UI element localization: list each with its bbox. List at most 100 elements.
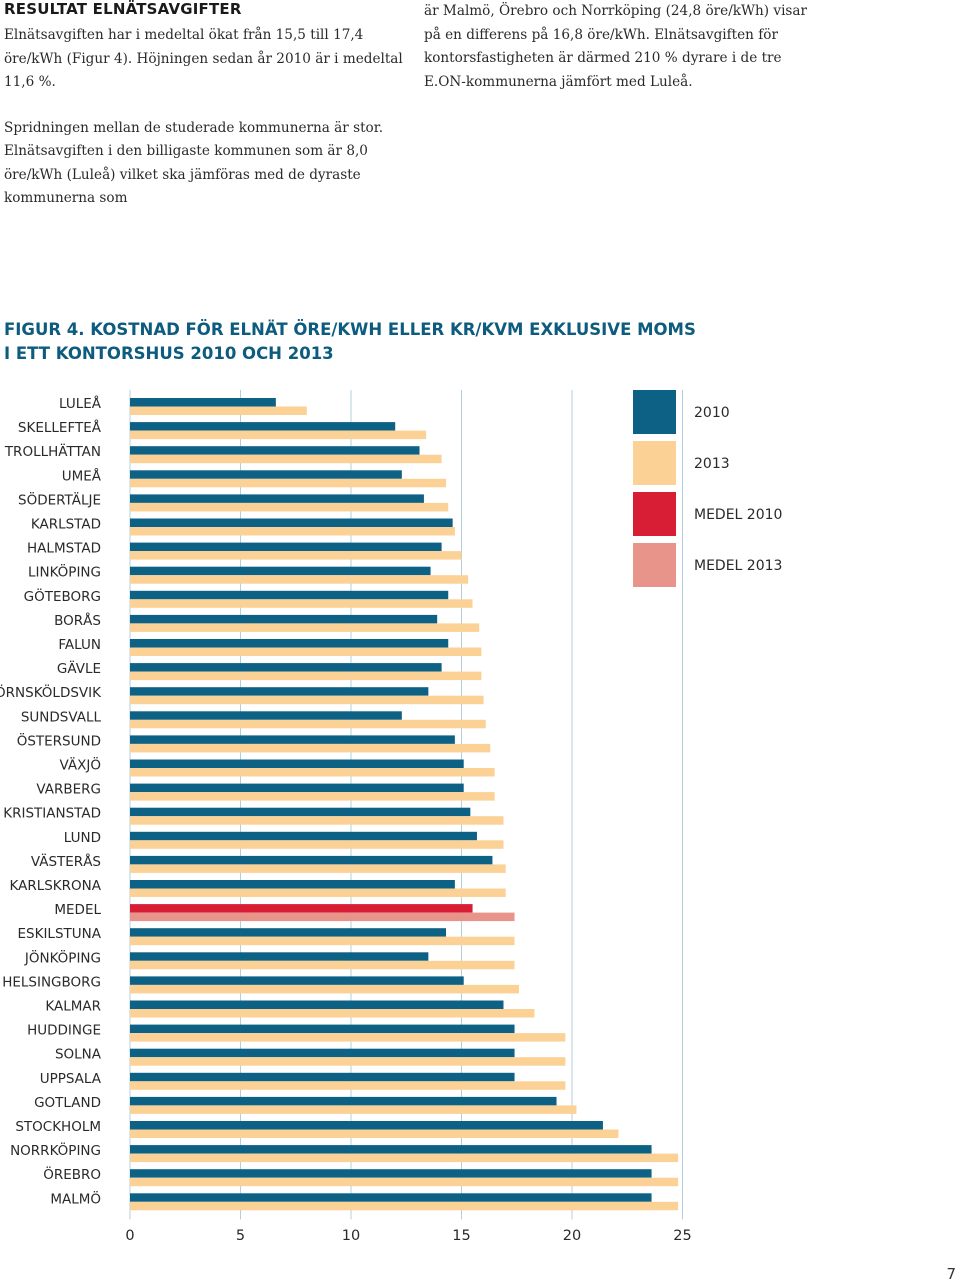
bar-2013 [130,792,495,801]
bar-medel-2013 [130,912,515,922]
bar-medel-2010 [130,904,473,913]
bar-2013 [130,1009,535,1018]
category-label: HELSINGBORG [2,974,101,990]
bar-2010 [130,470,402,479]
bar-2010 [130,518,453,527]
bar-2013 [130,1105,577,1114]
x-tick-label: 15 [452,1228,470,1244]
bar-2010 [130,1072,515,1082]
bar-2013 [130,768,495,777]
intro-paragraph: Spridningen mellan de studerade kommuner… [4,119,384,207]
category-label: SUNDSVALL [21,709,102,725]
category-label: VARBERG [36,782,101,798]
legend-swatch [633,543,676,587]
bar-2013 [130,551,462,560]
bar-2010 [130,807,471,817]
bar-2010 [130,952,429,961]
bar-2010 [130,1024,515,1034]
category-label: UMEÅ [62,467,102,484]
intro-text-right: är Malmö, Örebro och Norrköping (24,8 ör… [424,0,824,94]
bar-2013 [130,1153,679,1163]
legend-label: 2010 [694,405,730,421]
category-label: SKELLEFTEÅ [18,419,102,436]
category-label: NORRKÖPING [10,1141,101,1159]
category-label: GÖTEBORG [24,587,101,605]
bar-chart: LULEÅ SKELLEFTEÅ TROLLHÄTTAN UMEÅ SÖDERTÄLJE… [0,390,782,1244]
category-label: JÖNKÖPING [24,948,101,966]
bar-2010 [130,663,442,672]
bar-2010 [130,783,464,793]
category-label: KARLSKRONA [9,878,101,894]
bar-2010 [130,1121,603,1130]
legend-label: MEDEL 2013 [694,558,782,574]
category-label: KARLSTAD [31,517,101,533]
bar-2010 [130,831,477,841]
bar-2013 [130,406,307,415]
bar-2013 [130,502,449,512]
category-label: TROLLHÄTTAN [4,442,101,460]
category-label: GOTLAND [34,1095,101,1111]
bar-2010 [130,1169,652,1178]
category-label: STOCKHOLM [15,1119,101,1135]
bar-2013 [130,623,480,632]
bar-2010 [130,855,493,865]
category-label: BORÅS [54,612,101,629]
category-label: GÄVLE [57,659,101,677]
bar-2013 [130,647,482,656]
bar-2010 [130,614,438,624]
bar-2013 [130,743,491,753]
bar-2010 [130,398,276,407]
bar-2013 [130,527,455,536]
bar-2010 [130,928,447,937]
category-label: LINKÖPING [28,563,101,581]
legend-swatch [633,390,676,434]
bar-2010 [130,759,464,768]
bar-2013 [130,960,515,970]
bar-2013 [130,478,447,488]
category-label: HALMSTAD [27,541,101,557]
bar-2010 [130,735,455,744]
bar-2010 [130,639,449,648]
intro-text-left: Elnätsavgiften har i medeltal ökat från … [4,24,404,211]
bar-2013 [130,1177,679,1187]
bar-2010 [130,687,429,696]
legend-label: 2013 [694,456,730,472]
bar-2013 [130,840,504,849]
x-tick-label: 20 [563,1228,581,1244]
bar-2010 [130,1096,557,1106]
bar-2013 [130,888,506,897]
page-number: 7 [946,1265,956,1283]
figure-title-line: I ETT KONTORSHUS 2010 OCH 2013 [4,344,334,363]
section-heading: RESULTAT ELNÄTSAVGIFTER [4,0,242,18]
category-label: ESKILSTUNA [18,926,102,942]
bar-2010 [130,422,396,431]
intro-paragraph: är Malmö, Örebro och Norrköping (24,8 ör… [424,3,807,90]
bar-2010 [130,976,464,985]
x-tick-label: 25 [673,1228,691,1244]
category-label: KALMAR [45,999,101,1015]
bar-2013 [130,1057,566,1066]
category-label: VÄXJÖ [60,756,101,774]
bar-2013 [130,1033,566,1042]
x-tick-label: 0 [125,1228,134,1244]
bar-2013 [130,1129,619,1138]
category-label: ÖREBRO [43,1165,101,1183]
bar-2010 [130,590,449,600]
category-label: SÖDERTÄLJE [18,490,101,508]
category-label: FALUN [58,637,101,653]
bar-2010 [130,1145,652,1154]
bar-2010 [130,711,402,720]
bar-2013 [130,864,506,873]
category-label: HUDDINGE [27,1023,101,1039]
legend-label: MEDEL 2010 [694,507,782,523]
x-tick-label: 5 [236,1228,245,1244]
bar-2013 [130,671,482,681]
bar-2010 [130,446,420,455]
bar-2013 [130,454,442,464]
bar-2010 [130,1000,504,1009]
legend-swatch [633,492,676,536]
bar-2010 [130,542,442,552]
bar-2010 [130,1193,652,1202]
category-label: KRISTIANSTAD [3,806,101,822]
bar-2013 [130,430,427,440]
